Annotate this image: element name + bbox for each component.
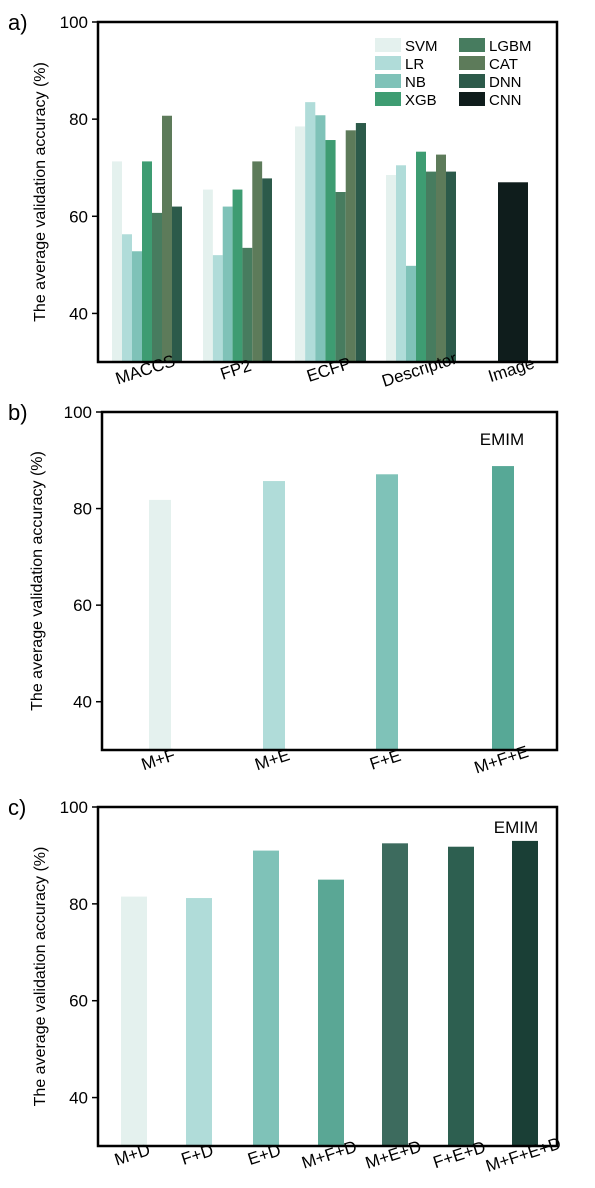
bar-m-f-d <box>318 879 344 1146</box>
legend-swatch-lgbm <box>459 38 485 52</box>
bar-lgbm-descriptor <box>426 171 436 362</box>
panel-label: b) <box>8 400 28 425</box>
y-tick-label: 60 <box>69 992 88 1011</box>
y-tick-label: 40 <box>73 693 92 712</box>
plot-frame <box>96 805 559 1148</box>
chart-panel-c: c) The average validation accuracy (%) 40 6… <box>8 795 563 1176</box>
y-tick-label: 100 <box>60 798 88 817</box>
y-tick-label: 80 <box>69 110 88 129</box>
bar-m-f-e <box>492 466 514 750</box>
bar-dnn-fp2 <box>262 178 272 362</box>
bar-m-e-d <box>382 843 408 1146</box>
legend-label-lr: LR <box>405 56 424 73</box>
bar-dnn-ecfp <box>355 123 366 363</box>
bar-svm-maccs <box>112 161 122 362</box>
plot-frame <box>96 20 559 364</box>
bar-cat-descriptor <box>436 154 446 362</box>
bar-lr-ecfp <box>305 102 316 363</box>
bar-e-d <box>253 850 279 1146</box>
y-tick-label: 60 <box>73 596 92 615</box>
emim-annotation: EMIM <box>480 430 524 449</box>
y-tick-label: 40 <box>69 304 88 323</box>
bar-svm-ecfp <box>295 126 306 362</box>
legend-swatch-cnn <box>459 92 485 106</box>
bar-xgb-ecfp <box>325 140 336 362</box>
legend-swatch-xgb <box>375 92 401 106</box>
panel-label: a) <box>8 10 28 35</box>
bar-cat-maccs <box>162 115 172 362</box>
chart-panel-b: b) The average validation accuracy (%) 40 6… <box>8 400 559 777</box>
y-axis-label: The average validation accuracy (%) <box>32 847 49 1107</box>
bar-m-f <box>149 499 171 750</box>
panel-label: c) <box>8 795 26 820</box>
legend-label-xgb: XGB <box>405 92 437 109</box>
legend-label-lgbm: LGBM <box>489 38 532 55</box>
bar-cat-fp2 <box>252 161 263 362</box>
bar-xgb-descriptor <box>416 151 426 362</box>
emim-annotation: EMIM <box>494 818 538 837</box>
bar-f-d <box>186 898 212 1146</box>
bar-lr-maccs <box>122 234 132 362</box>
legend-swatch-dnn <box>459 74 485 88</box>
plot-frame <box>100 410 559 752</box>
y-tick-label: 60 <box>69 207 88 226</box>
legend-label-svm: SVM <box>405 38 438 55</box>
bar-svm-fp2 <box>203 189 213 362</box>
y-tick-label: 80 <box>73 500 92 519</box>
bar-m-e <box>263 481 285 750</box>
legend-label-cat: CAT <box>489 56 518 73</box>
bar-lgbm-fp2 <box>242 247 253 362</box>
legend-label-nb: NB <box>405 74 426 91</box>
bar-svm-descriptor <box>386 175 396 362</box>
y-tick-label: 80 <box>69 895 88 914</box>
bar-f-e-d <box>448 846 474 1146</box>
y-axis-label: The average validation accuracy (%) <box>29 451 46 711</box>
chart-panel-a: a) The average validation accuracy (%) 40 6… <box>8 10 559 391</box>
bar-m-d <box>121 896 147 1146</box>
bar-lr-descriptor <box>396 165 406 362</box>
bar-nb-fp2 <box>222 206 233 362</box>
bar-cnn-image <box>498 182 528 362</box>
bar-xgb-maccs <box>142 161 152 362</box>
bar-cat-ecfp <box>345 130 356 362</box>
y-axis-label: The average validation accuracy (%) <box>32 62 49 322</box>
y-tick-label: 100 <box>60 13 88 32</box>
legend-label-cnn: CNN <box>489 92 522 109</box>
bar-lr-fp2 <box>212 255 223 362</box>
legend-swatch-lr <box>375 56 401 70</box>
bar-dnn-descriptor <box>446 171 456 362</box>
legend-swatch-cat <box>459 56 485 70</box>
legend-swatch-svm <box>375 38 401 52</box>
y-tick-label: 100 <box>64 403 92 422</box>
bar-lgbm-maccs <box>152 212 162 362</box>
y-tick-label: 40 <box>69 1089 88 1108</box>
bar-nb-descriptor <box>406 265 416 362</box>
bar-f-e <box>376 474 398 750</box>
legend-swatch-nb <box>375 74 401 88</box>
legend-label-dnn: DNN <box>489 74 522 91</box>
bar-nb-ecfp <box>315 115 326 362</box>
bar-nb-maccs <box>132 251 142 362</box>
bar-lgbm-ecfp <box>335 192 346 362</box>
x-tick-label: M+D <box>112 1140 152 1169</box>
bar-xgb-fp2 <box>232 189 243 362</box>
bar-dnn-maccs <box>172 206 182 362</box>
bar-m-f-e-d <box>512 840 538 1146</box>
